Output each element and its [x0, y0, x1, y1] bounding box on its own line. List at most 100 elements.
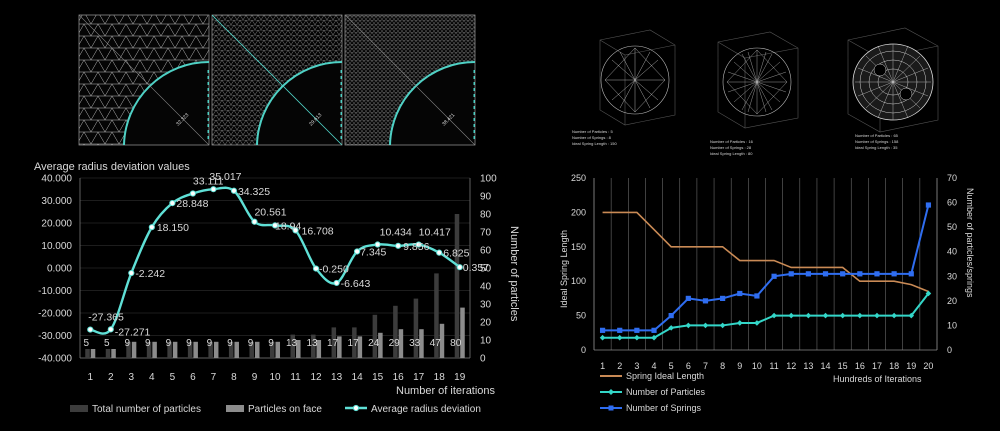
chart1-x-tick: 5 — [170, 372, 176, 383]
chart2-y-tick-left: 50 — [576, 311, 586, 321]
chart1-x-tick: 4 — [149, 372, 155, 383]
sphere-caption-3-line-3: Ideal Spring Length : 35 — [855, 145, 898, 150]
mesh-panel-2: 29.613 — [211, 14, 343, 146]
chart1-bar-face — [378, 332, 383, 358]
chart1-bar-total — [393, 305, 398, 358]
chart1-deviation-label: -0.250 — [319, 264, 349, 276]
chart2-y-tick-right: 60 — [947, 198, 957, 208]
chart1-bar-face — [337, 336, 342, 358]
chart2-y-tick-right: 50 — [947, 222, 957, 232]
chart2-point-springs — [720, 295, 726, 301]
chart1-deviation-point — [251, 218, 258, 225]
chart1-deviation-label: -6.643 — [341, 278, 371, 290]
chart1-ylabel: Number of particles — [508, 226, 520, 322]
chart1-bar-face — [316, 340, 322, 358]
chart1-x-tick: 19 — [454, 372, 466, 383]
chart2-y-tick-left: 250 — [571, 173, 586, 183]
chart2-x-tick: 20 — [923, 361, 933, 371]
chart2-point-particles — [719, 322, 726, 329]
sphere-caption-3-line-1: Number of Particles : 65 — [855, 133, 899, 138]
chart2-point-particles — [771, 312, 777, 319]
chart1-deviation-point — [230, 187, 238, 194]
chart1-bar-total — [290, 334, 296, 358]
chart1-deviation-label: 10.434 — [380, 227, 412, 239]
chart1-y-tick-left: 10.000 — [41, 241, 72, 252]
chart1-x-tick: 9 — [252, 372, 258, 383]
chart2-line-particles — [602, 292, 930, 339]
chart1-bar-label: 9 — [186, 338, 192, 349]
chart1-bar-total — [331, 327, 337, 358]
chart2-point-springs — [788, 271, 794, 277]
chart1-y-tick-left: -10.000 — [38, 286, 72, 297]
chart2-y-tick-right: 40 — [947, 247, 957, 257]
chart1-legend-label: Particles on face — [248, 404, 322, 415]
chart1-bar-total — [352, 327, 357, 358]
chart1-bar-face — [296, 340, 301, 358]
sphere-caption-2-line-2: Number of Springs : 28 — [710, 145, 752, 150]
chart1-legend-label: Total number of particles — [92, 404, 201, 415]
chart2-legend-label: Spring Ideal Length — [626, 371, 704, 381]
chart1-legend-marker — [352, 404, 360, 412]
chart1-x-tick: 18 — [434, 372, 446, 383]
chart1-y-tick-right: 80 — [480, 210, 492, 221]
chart1-deviation-point — [189, 190, 196, 197]
chart1-bar-total — [454, 214, 460, 358]
chart2-point-particles — [857, 312, 863, 319]
chart1-deviation-point — [395, 242, 402, 249]
chart1-bar-label: 9 — [207, 338, 213, 349]
chart2-point-springs — [634, 327, 640, 333]
chart2-xlabel: Hundreds of Iterations — [833, 374, 922, 384]
sphere-caption-1-line-2: Number of Springs : 8 — [572, 135, 612, 140]
chart2-point-springs — [685, 295, 691, 301]
chart1-bar-label: 24 — [368, 338, 380, 349]
chart2-y-tick-left: 200 — [571, 207, 586, 217]
sphere-caption-1-line-1: Number of Particles : 5 — [572, 129, 613, 134]
chart1-bar-label: 33 — [409, 338, 421, 349]
chart1-xlabel: Number of iterations — [396, 385, 496, 397]
chart2-point-springs — [771, 273, 777, 279]
chart2-x-tick: 2 — [617, 361, 622, 371]
chart1-y-tick-right: 20 — [480, 318, 492, 329]
chart1-deviation-point — [169, 199, 176, 207]
sphere-caption-2-line-3: Ideal Spring Length : 80 — [710, 151, 753, 156]
chart1-bar-label: 17 — [327, 338, 339, 349]
chart1-deviation-label: -27.271 — [115, 326, 151, 338]
chart2-x-tick: 1 — [600, 361, 605, 371]
chart2-point-springs — [599, 327, 606, 333]
chart1-bar-total — [434, 273, 439, 358]
chart1-x-tick: 2 — [108, 372, 114, 383]
chart2-x-tick: 18 — [889, 361, 899, 371]
chart1-bar-total — [167, 341, 172, 358]
chart1-deviation-point — [436, 249, 443, 256]
chart1-y-tick-right: 60 — [480, 246, 492, 257]
sphere-caption-2-line-1: Number of Particles : 16 — [710, 139, 754, 144]
chart1-ticks: 40.000 30.000 20.000 10.000 0.000 -10.000 -20.… — [38, 174, 497, 384]
chart1-y-tick-right: 90 — [480, 192, 492, 203]
chart2-y-tick-right: 70 — [947, 173, 957, 183]
chart2-point-springs — [925, 202, 932, 208]
chart1-y-tick-left: 40.000 — [41, 174, 72, 185]
chart2-y2label: Number of particles/springs — [965, 188, 975, 298]
chart2-point-springs — [840, 271, 846, 277]
chart2-x-tick: 16 — [855, 361, 865, 371]
chart1-deviation-point — [107, 326, 114, 333]
chart2-x-tick: 5 — [669, 361, 674, 371]
chart1-bar-label: 9 — [227, 338, 233, 349]
chart1-y-tick-left: -40.000 — [38, 354, 72, 365]
chart1-deviation-point — [333, 279, 340, 287]
chart2-point-springs — [891, 271, 897, 277]
chart2-y-tick-right: 20 — [947, 296, 957, 306]
chart1-deviation-point — [374, 241, 381, 248]
chart1-deviation-label: -27.365 — [88, 312, 124, 324]
chart1-bar-total — [208, 341, 213, 358]
chart1-x-tick: 10 — [269, 372, 281, 383]
chart1-x-tick: 13 — [331, 372, 343, 383]
chart1-y-tick-left: -30.000 — [38, 331, 72, 342]
chart2-point-particles — [668, 325, 674, 331]
chart1-x-tick: 17 — [413, 372, 425, 383]
chart1-bar-label: 47 — [430, 338, 442, 349]
sphere-panel-3: Number of Particles : 65 Number of Sprin… — [847, 27, 939, 150]
chart1-bar-face — [439, 323, 445, 358]
chart2-point-particles — [891, 312, 897, 319]
